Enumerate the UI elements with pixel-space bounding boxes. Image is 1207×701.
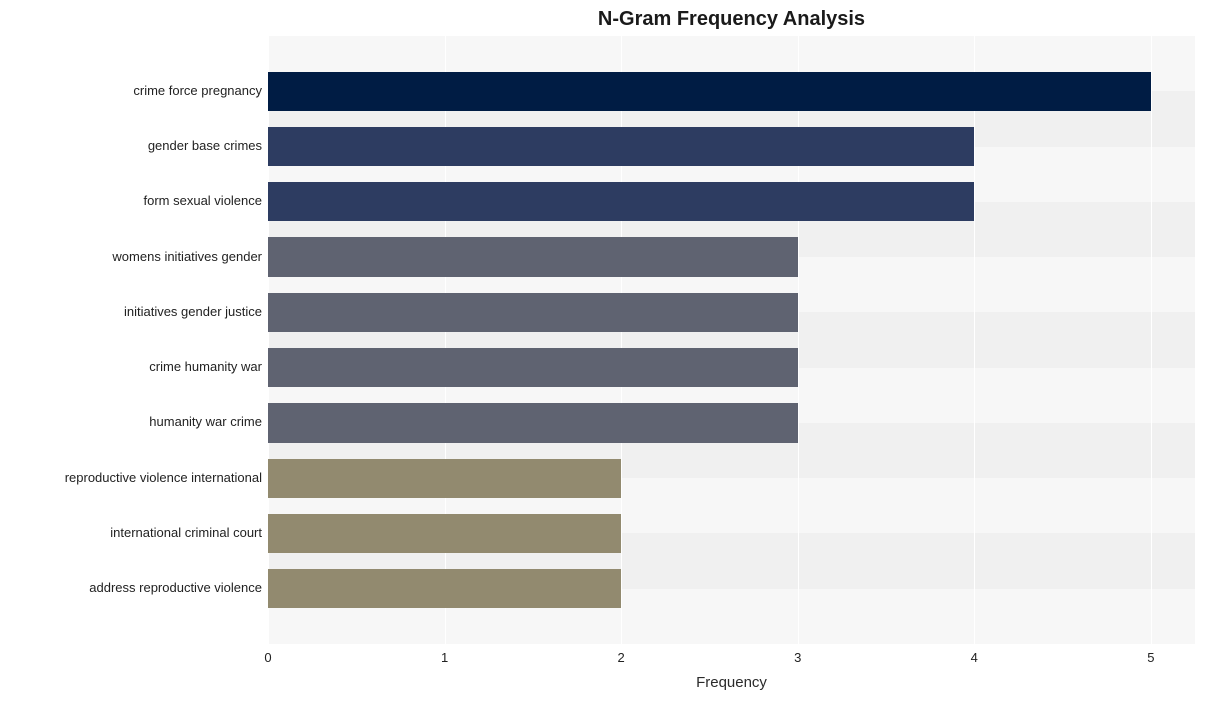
- bar: [268, 569, 621, 608]
- bar: [268, 72, 1151, 111]
- bar: [268, 403, 798, 442]
- y-tick-label: initiatives gender justice: [124, 304, 262, 319]
- y-tick-label: form sexual violence: [144, 193, 263, 208]
- bar: [268, 293, 798, 332]
- y-tick-label: womens initiatives gender: [112, 249, 262, 264]
- x-gridline: [974, 36, 975, 644]
- bar: [268, 182, 974, 221]
- bar: [268, 348, 798, 387]
- x-tick-label: 0: [248, 650, 288, 665]
- x-tick-label: 4: [954, 650, 994, 665]
- x-gridline: [1151, 36, 1152, 644]
- bar: [268, 514, 621, 553]
- y-tick-label: humanity war crime: [149, 414, 262, 429]
- y-tick-label: crime force pregnancy: [133, 83, 262, 98]
- y-tick-label: international criminal court: [110, 525, 262, 540]
- plot-area: [268, 36, 1195, 644]
- ngram-frequency-chart: N-Gram Frequency Analysis crime force pr…: [0, 0, 1207, 701]
- x-tick-label: 3: [778, 650, 818, 665]
- chart-title: N-Gram Frequency Analysis: [268, 8, 1195, 31]
- bar: [268, 459, 621, 498]
- y-tick-label: crime humanity war: [149, 359, 262, 374]
- x-tick-label: 5: [1131, 650, 1171, 665]
- x-tick-label: 1: [425, 650, 465, 665]
- y-tick-label: gender base crimes: [148, 138, 262, 153]
- x-axis-label: Frequency: [268, 674, 1195, 691]
- y-tick-label: reproductive violence international: [65, 470, 262, 485]
- bar: [268, 127, 974, 166]
- bar: [268, 237, 798, 276]
- y-tick-label: address reproductive violence: [89, 580, 262, 595]
- x-tick-label: 2: [601, 650, 641, 665]
